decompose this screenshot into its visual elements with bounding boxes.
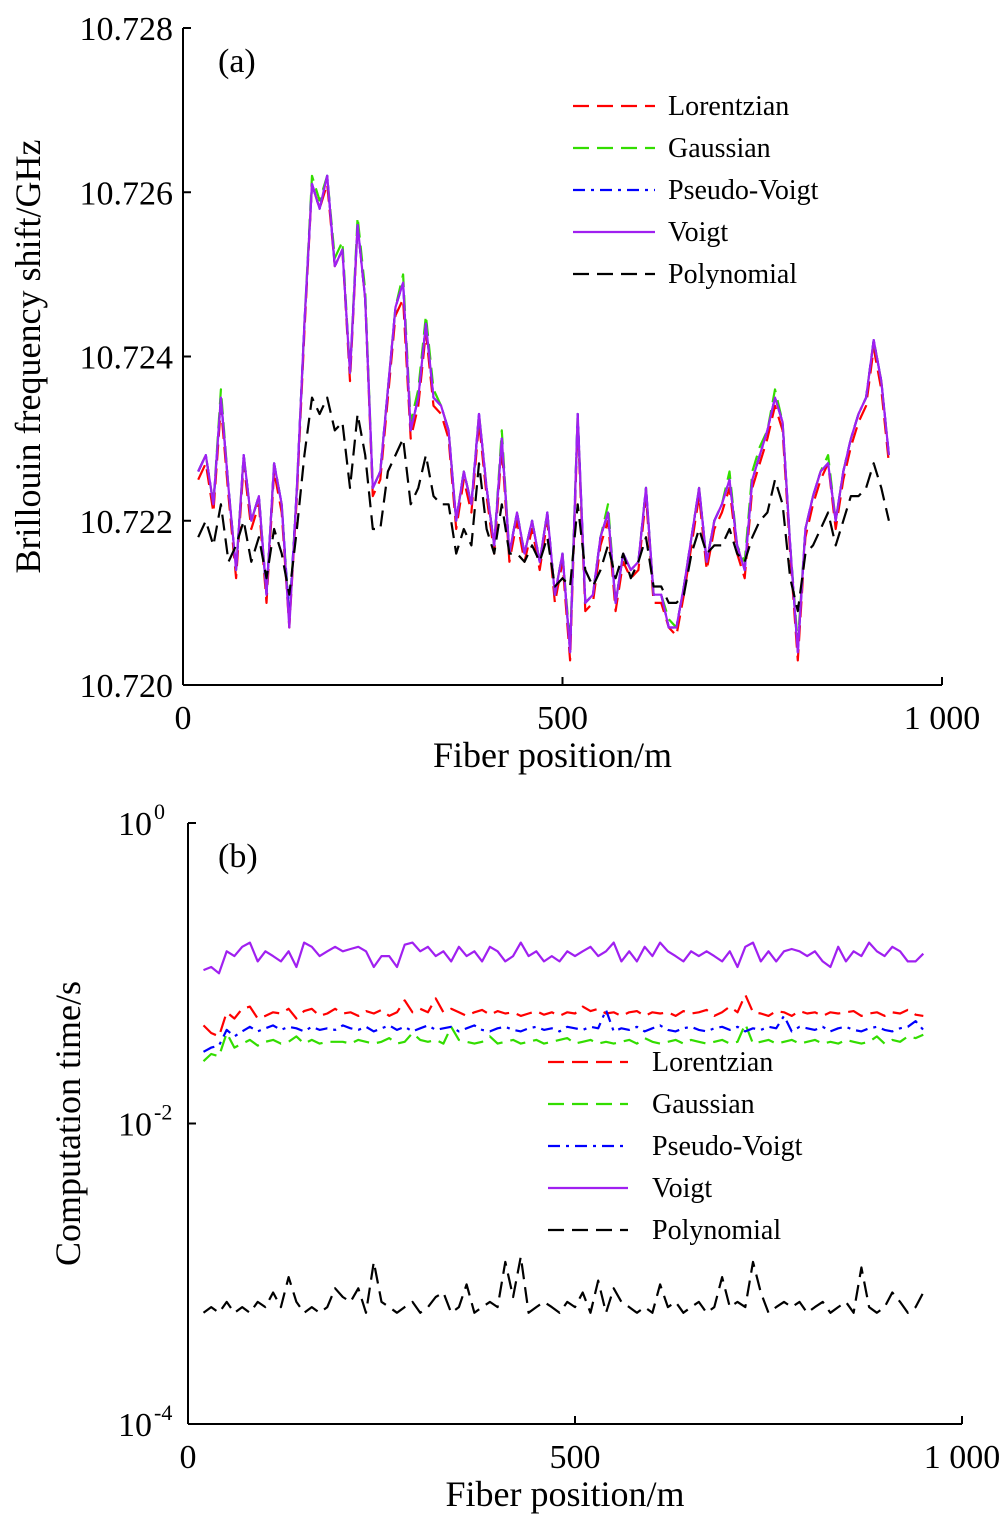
series-line-pseudo-voigt	[202, 1008, 925, 1053]
y-tick-label: 10	[118, 1407, 152, 1444]
x-axis-title: Fiber position/m	[445, 1474, 684, 1514]
legend-label: Pseudo-Voigt	[652, 1131, 803, 1162]
x-tick-label: 1 000	[924, 1439, 1000, 1476]
legend-label: Pseudo-Voigt	[668, 175, 819, 206]
y-tick-label: 10.726	[80, 175, 174, 212]
y-tick-label: 10	[118, 806, 152, 843]
legend-label: Lorentzian	[668, 91, 789, 122]
series-line-gaussian	[197, 174, 890, 646]
y-tick-label: 10.720	[80, 668, 174, 705]
y-tick-label: 10	[118, 1107, 152, 1144]
x-tick-label: 0	[180, 1439, 197, 1476]
legend-label: Polynomial	[652, 1215, 781, 1246]
y-tick-exponent: 0	[154, 799, 165, 824]
legend-label: Gaussian	[652, 1089, 755, 1120]
series-line-voigt	[203, 941, 925, 975]
legend-label: Voigt	[652, 1173, 712, 1204]
panel-a-chart: 0 500 1 000 10.720 10.722 10.724 10.726 10.728 F…	[8, 11, 980, 775]
x-tick-label: 500	[537, 700, 588, 737]
series-line-pseudo-voigt	[197, 174, 890, 654]
y-tick-label: 10.728	[80, 11, 174, 48]
y-tick-exponent: -4	[154, 1400, 172, 1425]
series-line-lorentzian	[197, 182, 890, 662]
legend-label: Voigt	[668, 217, 728, 248]
legend-label: Polynomial	[668, 259, 797, 290]
x-tick-label: 1 000	[904, 700, 981, 737]
series-line-gaussian	[202, 1022, 924, 1063]
series-line-lorentzian	[202, 993, 924, 1038]
y-axis-title: Computation time/s	[48, 981, 88, 1266]
legend-label: Gaussian	[668, 133, 771, 164]
panel-label: (a)	[218, 43, 256, 80]
x-tick-label: 500	[550, 1439, 601, 1476]
series-line-polynomial	[197, 396, 890, 613]
panel-label: (b)	[218, 838, 258, 875]
y-tick-label: 10.722	[80, 504, 174, 541]
series-line-voigt	[197, 174, 890, 654]
legend-label: Lorentzian	[652, 1047, 773, 1078]
y-tick-exponent: -2	[154, 1100, 172, 1125]
y-tick-label: 10.724	[80, 340, 174, 377]
series-line-polynomial	[202, 1255, 925, 1314]
y-axis-title: Brillouin frequency shift/GHz	[8, 140, 48, 574]
x-tick-label: 0	[175, 700, 192, 737]
x-axis-title: Fiber position/m	[433, 735, 672, 775]
